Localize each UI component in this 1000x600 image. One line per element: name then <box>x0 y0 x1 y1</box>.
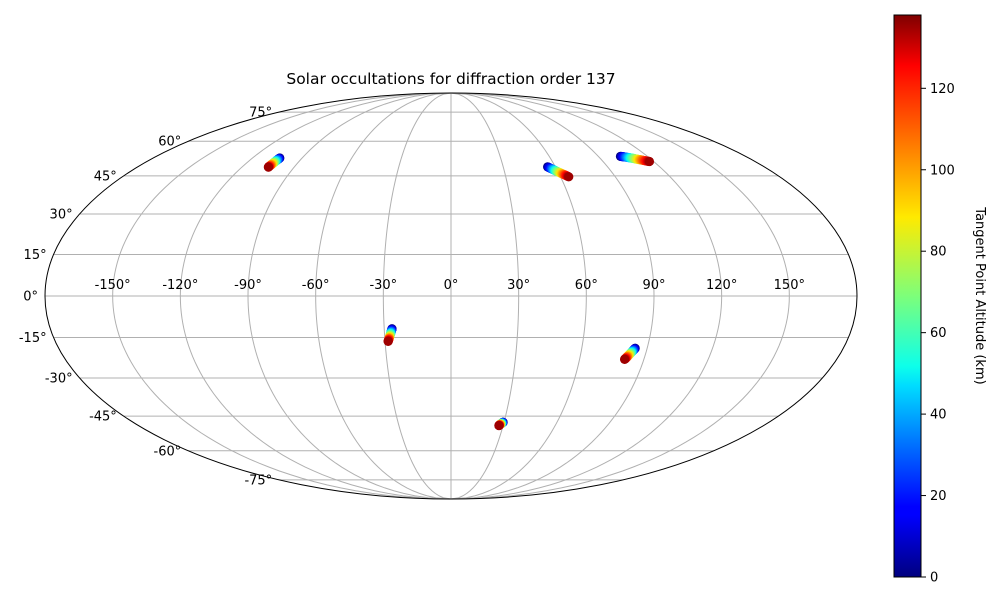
colorbar-tick-label: 40 <box>930 408 947 423</box>
occultation-point <box>383 336 393 346</box>
longitude-tick-label: -30° <box>369 278 397 293</box>
longitude-tick-label: -90° <box>234 278 262 293</box>
occultation-point <box>263 162 273 172</box>
longitude-tick-label: 120° <box>706 278 737 293</box>
longitude-tick-label: 0° <box>444 278 459 293</box>
colorbar-label: Tangent Point Altitude (km) <box>972 206 987 384</box>
latitude-tick-label: -30° <box>45 372 73 387</box>
latitude-tick-label: -15° <box>19 331 47 346</box>
latitude-tick-label: -75° <box>244 473 272 488</box>
colorbar-tick-label: 20 <box>930 489 947 504</box>
colorbar-tick-label: 80 <box>930 245 947 260</box>
latitude-tick-label: 45° <box>94 169 117 184</box>
latitude-tick-label: 30° <box>50 207 73 222</box>
colorbar-tick-label: 60 <box>930 326 947 341</box>
map-boundary <box>44 92 858 500</box>
latitude-tick-label: 60° <box>158 135 181 150</box>
latitude-tick-label: 0° <box>23 290 38 305</box>
longitude-tick-label: 60° <box>575 278 598 293</box>
latitude-tick-label: 15° <box>24 248 47 263</box>
colorbar-ticks: 0 20 40 60 80 100 120 <box>921 82 955 586</box>
colorbar-tick-label: 100 <box>930 163 955 178</box>
colorbar-tick-label: 0 <box>930 571 938 586</box>
longitude-tick-label: 150° <box>774 278 805 293</box>
longitude-tick-label: -60° <box>302 278 330 293</box>
occultation-point <box>564 172 574 182</box>
chart-title: Solar occultations for diffraction order… <box>286 70 615 88</box>
longitude-tick-label: 90° <box>642 278 665 293</box>
longitude-tick-label: -120° <box>162 278 198 293</box>
latitude-tick-label: -45° <box>89 410 117 425</box>
longitude-tick-label: 30° <box>507 278 530 293</box>
map-tick-labels: -150° -120° -90° -60° -30° 0° 30° 60° 90° 120° 150… <box>19 106 805 489</box>
colorbar-gradient <box>893 14 922 578</box>
occultation-points <box>263 151 655 431</box>
longitude-tick-label: -150° <box>95 278 131 293</box>
occultation-point <box>619 354 630 364</box>
colorbar: 0 20 40 60 80 100 120 Tangent Point Altitude (… <box>893 14 987 586</box>
occultation-point <box>494 420 504 431</box>
latitude-tick-label: -60° <box>154 444 182 459</box>
latitude-tick-label: 75° <box>249 106 272 121</box>
map-gridlines <box>45 93 857 499</box>
colorbar-tick-label: 120 <box>930 82 955 97</box>
occultation-point <box>644 156 655 167</box>
